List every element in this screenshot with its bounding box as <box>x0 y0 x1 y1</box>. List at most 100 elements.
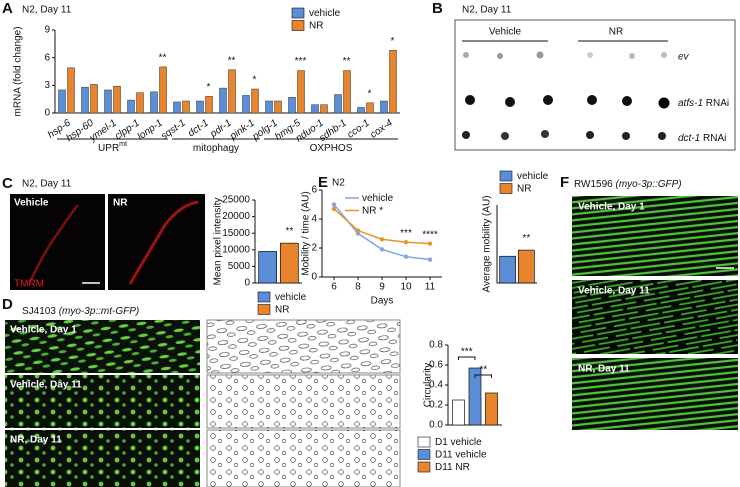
chart-title: N2, Day 11 <box>22 5 72 16</box>
y-tick-label: 0 <box>44 108 50 119</box>
image-label: Vehicle, Day 11 <box>578 286 650 297</box>
legend-label: vehicle <box>275 292 307 303</box>
bar <box>297 70 305 114</box>
chart-title: N2 <box>332 178 345 189</box>
bar <box>67 67 75 114</box>
group-text: OXPHOS <box>310 143 353 154</box>
panel-letter: A <box>2 0 13 17</box>
y-axis-label: Average mobility (AU) <box>482 195 493 292</box>
blot-frame <box>454 19 736 151</box>
legend-label: D1 vehicle <box>435 437 482 448</box>
panel-title: RW1596 (myo-3p::GFP) <box>574 179 682 190</box>
bar <box>334 94 342 114</box>
y-tick-label: 6 <box>44 52 50 63</box>
panel-letter: E <box>318 174 328 191</box>
significance: * <box>253 75 257 86</box>
legend-text: NR <box>517 183 531 194</box>
point <box>427 257 433 262</box>
x-axis-label: Days <box>371 296 394 307</box>
gfp-image <box>5 320 200 373</box>
worm <box>28 204 79 283</box>
bar <box>311 104 319 114</box>
worm <box>128 200 199 285</box>
legend-label: vehicle <box>362 193 394 204</box>
point <box>331 206 337 212</box>
group-text: mitophagy <box>193 143 239 154</box>
bar <box>357 107 365 114</box>
significance: ** <box>343 56 351 67</box>
x-tick-label: 10 <box>400 282 412 293</box>
bar <box>274 100 282 114</box>
legend-text: NR <box>309 20 323 31</box>
legend-text: D1 vehicle <box>435 437 482 448</box>
strain: RW1596 <box>574 179 613 190</box>
gfp-image <box>572 280 738 354</box>
stain-label: TMRM <box>14 279 44 290</box>
outline-image <box>206 429 401 487</box>
bar <box>279 242 299 284</box>
panel-letter: B <box>432 0 443 17</box>
y-tick-label: 15000 <box>222 228 250 239</box>
y-axis-label: Mobility / time (AU) <box>301 191 312 275</box>
image-label: Vehicle, Day 1 <box>10 325 77 336</box>
bar <box>485 392 498 426</box>
image-label: Vehicle, Day 1 <box>578 202 645 213</box>
group-sup: mt <box>119 141 127 148</box>
legend-swatch <box>257 291 271 303</box>
y-tick-label: 2 <box>311 243 317 254</box>
point <box>403 254 409 259</box>
blot-row: ev <box>678 52 690 63</box>
y-tick-label: 0.2 <box>429 400 443 411</box>
y-tick-label: 4 <box>311 214 317 225</box>
y-tick-label: 0 <box>244 278 250 289</box>
bracket <box>474 374 492 378</box>
y-tick-label: 9 <box>44 25 50 36</box>
bar <box>251 88 259 114</box>
x-tick-label: 8 <box>355 282 361 293</box>
image-label: NR, Day 11 <box>578 364 630 375</box>
legend-swatch <box>499 170 513 182</box>
legend-swatch <box>417 461 431 473</box>
gfp-image <box>5 375 200 428</box>
y-tick-label: 5000 <box>228 261 251 272</box>
point <box>379 237 385 242</box>
legend-text: vehicle <box>309 8 341 19</box>
bar <box>150 91 158 114</box>
suffix: RNAi <box>703 133 726 144</box>
legend-swatch <box>499 183 513 194</box>
bar <box>343 70 351 114</box>
y-tick-label: 0.8 <box>429 340 443 351</box>
gene: dct-1 <box>678 133 700 144</box>
legend-text: vehicle <box>362 193 394 204</box>
group-label: OXPHOS <box>310 143 353 154</box>
group-label: UPRmt <box>98 141 127 153</box>
legend-note: * <box>379 205 383 216</box>
legend-label: NR <box>309 20 323 31</box>
image-label: Vehicle <box>14 198 49 209</box>
blot-row: atfs-1 RNAi <box>678 98 729 109</box>
legend-text: D11 vehicle <box>435 449 487 460</box>
bar <box>468 367 482 426</box>
bracket <box>458 356 476 360</box>
point <box>427 241 433 246</box>
legend-label: D11 NR <box>435 462 470 473</box>
significance: ** <box>479 365 487 376</box>
bar <box>219 87 227 114</box>
significance: *** <box>461 347 473 358</box>
bar <box>265 100 273 114</box>
x-tick-label: cox-4 <box>368 117 395 140</box>
y-axis-label: Circularity <box>423 363 434 407</box>
gfp-image <box>572 196 738 276</box>
outline-image <box>206 319 401 374</box>
bar <box>288 97 296 114</box>
gfp-image <box>572 358 738 430</box>
x-tick-label: cco-1 <box>345 118 371 141</box>
legend-swatch <box>417 436 431 448</box>
bar <box>136 92 144 114</box>
y-tick-label: 0.0 <box>429 420 443 431</box>
legend-text: vehicle <box>275 292 307 303</box>
significance: *** <box>400 228 412 239</box>
significance: **** <box>422 229 438 240</box>
suffix: RNAi <box>706 98 729 109</box>
point <box>355 228 361 233</box>
